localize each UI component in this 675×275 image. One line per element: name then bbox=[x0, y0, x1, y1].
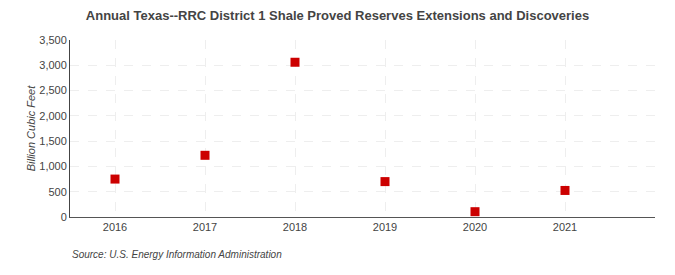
svg-text:2018: 2018 bbox=[283, 221, 307, 233]
svg-text:2019: 2019 bbox=[373, 221, 397, 233]
svg-text:2017: 2017 bbox=[193, 221, 217, 233]
svg-text:2,000: 2,000 bbox=[39, 110, 67, 122]
svg-text:1,500: 1,500 bbox=[39, 135, 67, 147]
svg-text:Source: U.S. Energy Informatio: Source: U.S. Energy Information Administ… bbox=[72, 249, 282, 260]
svg-text:2,500: 2,500 bbox=[39, 84, 67, 96]
svg-text:2020: 2020 bbox=[463, 221, 487, 233]
svg-text:Annual Texas--RRC District 1 S: Annual Texas--RRC District 1 Shale Prove… bbox=[86, 8, 589, 23]
svg-text:1,000: 1,000 bbox=[39, 160, 67, 172]
svg-text:3,000: 3,000 bbox=[39, 59, 67, 71]
svg-text:500: 500 bbox=[48, 186, 66, 198]
svg-text:0: 0 bbox=[61, 211, 67, 223]
svg-text:3,500: 3,500 bbox=[39, 34, 67, 46]
svg-text:2021: 2021 bbox=[553, 221, 577, 233]
svg-text:Billion Cubic Feet: Billion Cubic Feet bbox=[25, 85, 37, 172]
svg-text:2016: 2016 bbox=[103, 221, 127, 233]
